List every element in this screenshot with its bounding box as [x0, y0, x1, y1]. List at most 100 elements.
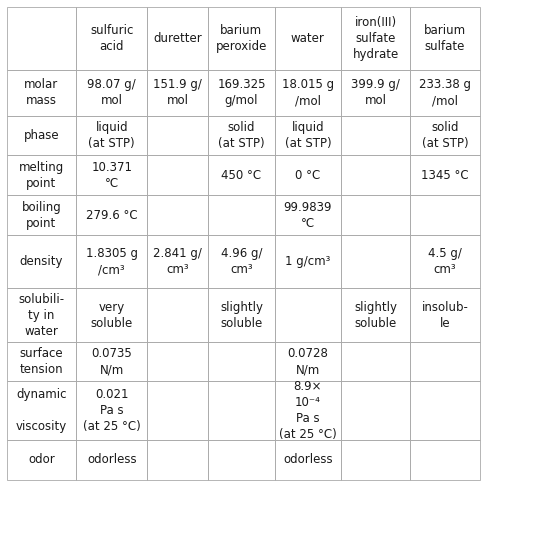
Bar [208, 235, 275, 288]
Text: dynamic

viscosity: dynamic viscosity [16, 388, 67, 433]
Text: boiling
point: boiling point [22, 201, 61, 229]
Text: 399.9 g/
mol: 399.9 g/ mol [352, 78, 400, 107]
Bar [76, 235, 147, 288]
Bar [275, 7, 341, 70]
Bar [208, 342, 275, 381]
Text: surface
tension: surface tension [20, 347, 63, 376]
Bar [76, 155, 147, 195]
Text: solid
(at STP): solid (at STP) [218, 121, 265, 150]
Bar [410, 116, 480, 155]
Text: 1 g/cm³: 1 g/cm³ [285, 255, 331, 268]
Bar [341, 7, 410, 70]
Bar [410, 195, 480, 235]
Text: 151.9 g/
mol: 151.9 g/ mol [153, 78, 202, 107]
Bar [147, 155, 208, 195]
Text: 99.9839
°C: 99.9839 °C [284, 201, 332, 229]
Text: 2.841 g/
cm³: 2.841 g/ cm³ [153, 247, 202, 276]
Bar [341, 155, 410, 195]
Text: 0.021
Pa s
(at 25 °C): 0.021 Pa s (at 25 °C) [83, 388, 141, 433]
Text: 0.0728
N/m: 0.0728 N/m [288, 347, 328, 376]
Bar [275, 116, 341, 155]
Text: 279.6 °C: 279.6 °C [86, 209, 137, 221]
Bar [7, 235, 76, 288]
Bar [7, 70, 76, 116]
Text: liquid
(at STP): liquid (at STP) [88, 121, 135, 150]
Bar [76, 7, 147, 70]
Bar [76, 440, 147, 480]
Bar [147, 116, 208, 155]
Bar [7, 288, 76, 342]
Text: barium
sulfate: barium sulfate [424, 24, 466, 53]
Bar [147, 440, 208, 480]
Text: 10.371
°C: 10.371 °C [91, 161, 132, 190]
Bar [76, 288, 147, 342]
Bar [208, 7, 275, 70]
Text: liquid
(at STP): liquid (at STP) [284, 121, 331, 150]
Bar [208, 382, 275, 440]
Bar [147, 382, 208, 440]
Text: 4.5 g/
cm³: 4.5 g/ cm³ [428, 247, 462, 276]
Text: slightly
soluble: slightly soluble [220, 300, 263, 330]
Bar [7, 342, 76, 381]
Bar [410, 7, 480, 70]
Bar [341, 342, 410, 381]
Bar [410, 440, 480, 480]
Text: 18.015 g
/mol: 18.015 g /mol [282, 78, 334, 107]
Bar [147, 70, 208, 116]
Bar [410, 382, 480, 440]
Bar [147, 195, 208, 235]
Bar [410, 342, 480, 381]
Bar [410, 288, 480, 342]
Text: 0.0735
N/m: 0.0735 N/m [92, 347, 132, 376]
Bar [341, 382, 410, 440]
Text: solubili-
ty in
water: solubili- ty in water [19, 293, 64, 337]
Text: very
soluble: very soluble [90, 300, 133, 330]
Text: iron(III)
sulfate
hydrate: iron(III) sulfate hydrate [353, 16, 399, 61]
Text: 233.38 g
/mol: 233.38 g /mol [419, 78, 471, 107]
Text: solid
(at STP): solid (at STP) [422, 121, 468, 150]
Bar [208, 440, 275, 480]
Bar [275, 288, 341, 342]
Bar [410, 235, 480, 288]
Bar [341, 288, 410, 342]
Text: 98.07 g/
mol: 98.07 g/ mol [87, 78, 136, 107]
Bar [275, 440, 341, 480]
Text: water: water [291, 32, 325, 45]
Text: 1345 °C: 1345 °C [421, 169, 469, 181]
Bar [341, 440, 410, 480]
Text: 1.8305 g
/cm³: 1.8305 g /cm³ [86, 247, 138, 276]
Text: barium
peroxide: barium peroxide [216, 24, 267, 53]
Bar [147, 342, 208, 381]
Bar [275, 382, 341, 440]
Bar [7, 382, 76, 440]
Bar [208, 70, 275, 116]
Bar [341, 70, 410, 116]
Bar [208, 155, 275, 195]
Bar [341, 116, 410, 155]
Bar [7, 7, 76, 70]
Text: 8.9×
10⁻⁴
Pa s
(at 25 °C): 8.9× 10⁻⁴ Pa s (at 25 °C) [279, 380, 337, 441]
Text: insolub-
le: insolub- le [421, 300, 469, 330]
Text: molar
mass: molar mass [25, 78, 58, 107]
Text: density: density [20, 255, 63, 268]
Text: odorless: odorless [87, 453, 137, 466]
Bar [147, 7, 208, 70]
Bar [275, 235, 341, 288]
Text: 0 °C: 0 °C [295, 169, 320, 181]
Bar [7, 155, 76, 195]
Bar [7, 440, 76, 480]
Bar [76, 70, 147, 116]
Bar [341, 195, 410, 235]
Text: odor: odor [28, 453, 55, 466]
Text: melting
point: melting point [19, 161, 64, 190]
Bar [275, 70, 341, 116]
Bar [147, 288, 208, 342]
Bar [7, 195, 76, 235]
Text: sulfuric
acid: sulfuric acid [90, 24, 134, 53]
Bar [76, 116, 147, 155]
Bar [208, 288, 275, 342]
Bar [147, 235, 208, 288]
Text: slightly
soluble: slightly soluble [354, 300, 397, 330]
Bar [76, 195, 147, 235]
Bar [275, 342, 341, 381]
